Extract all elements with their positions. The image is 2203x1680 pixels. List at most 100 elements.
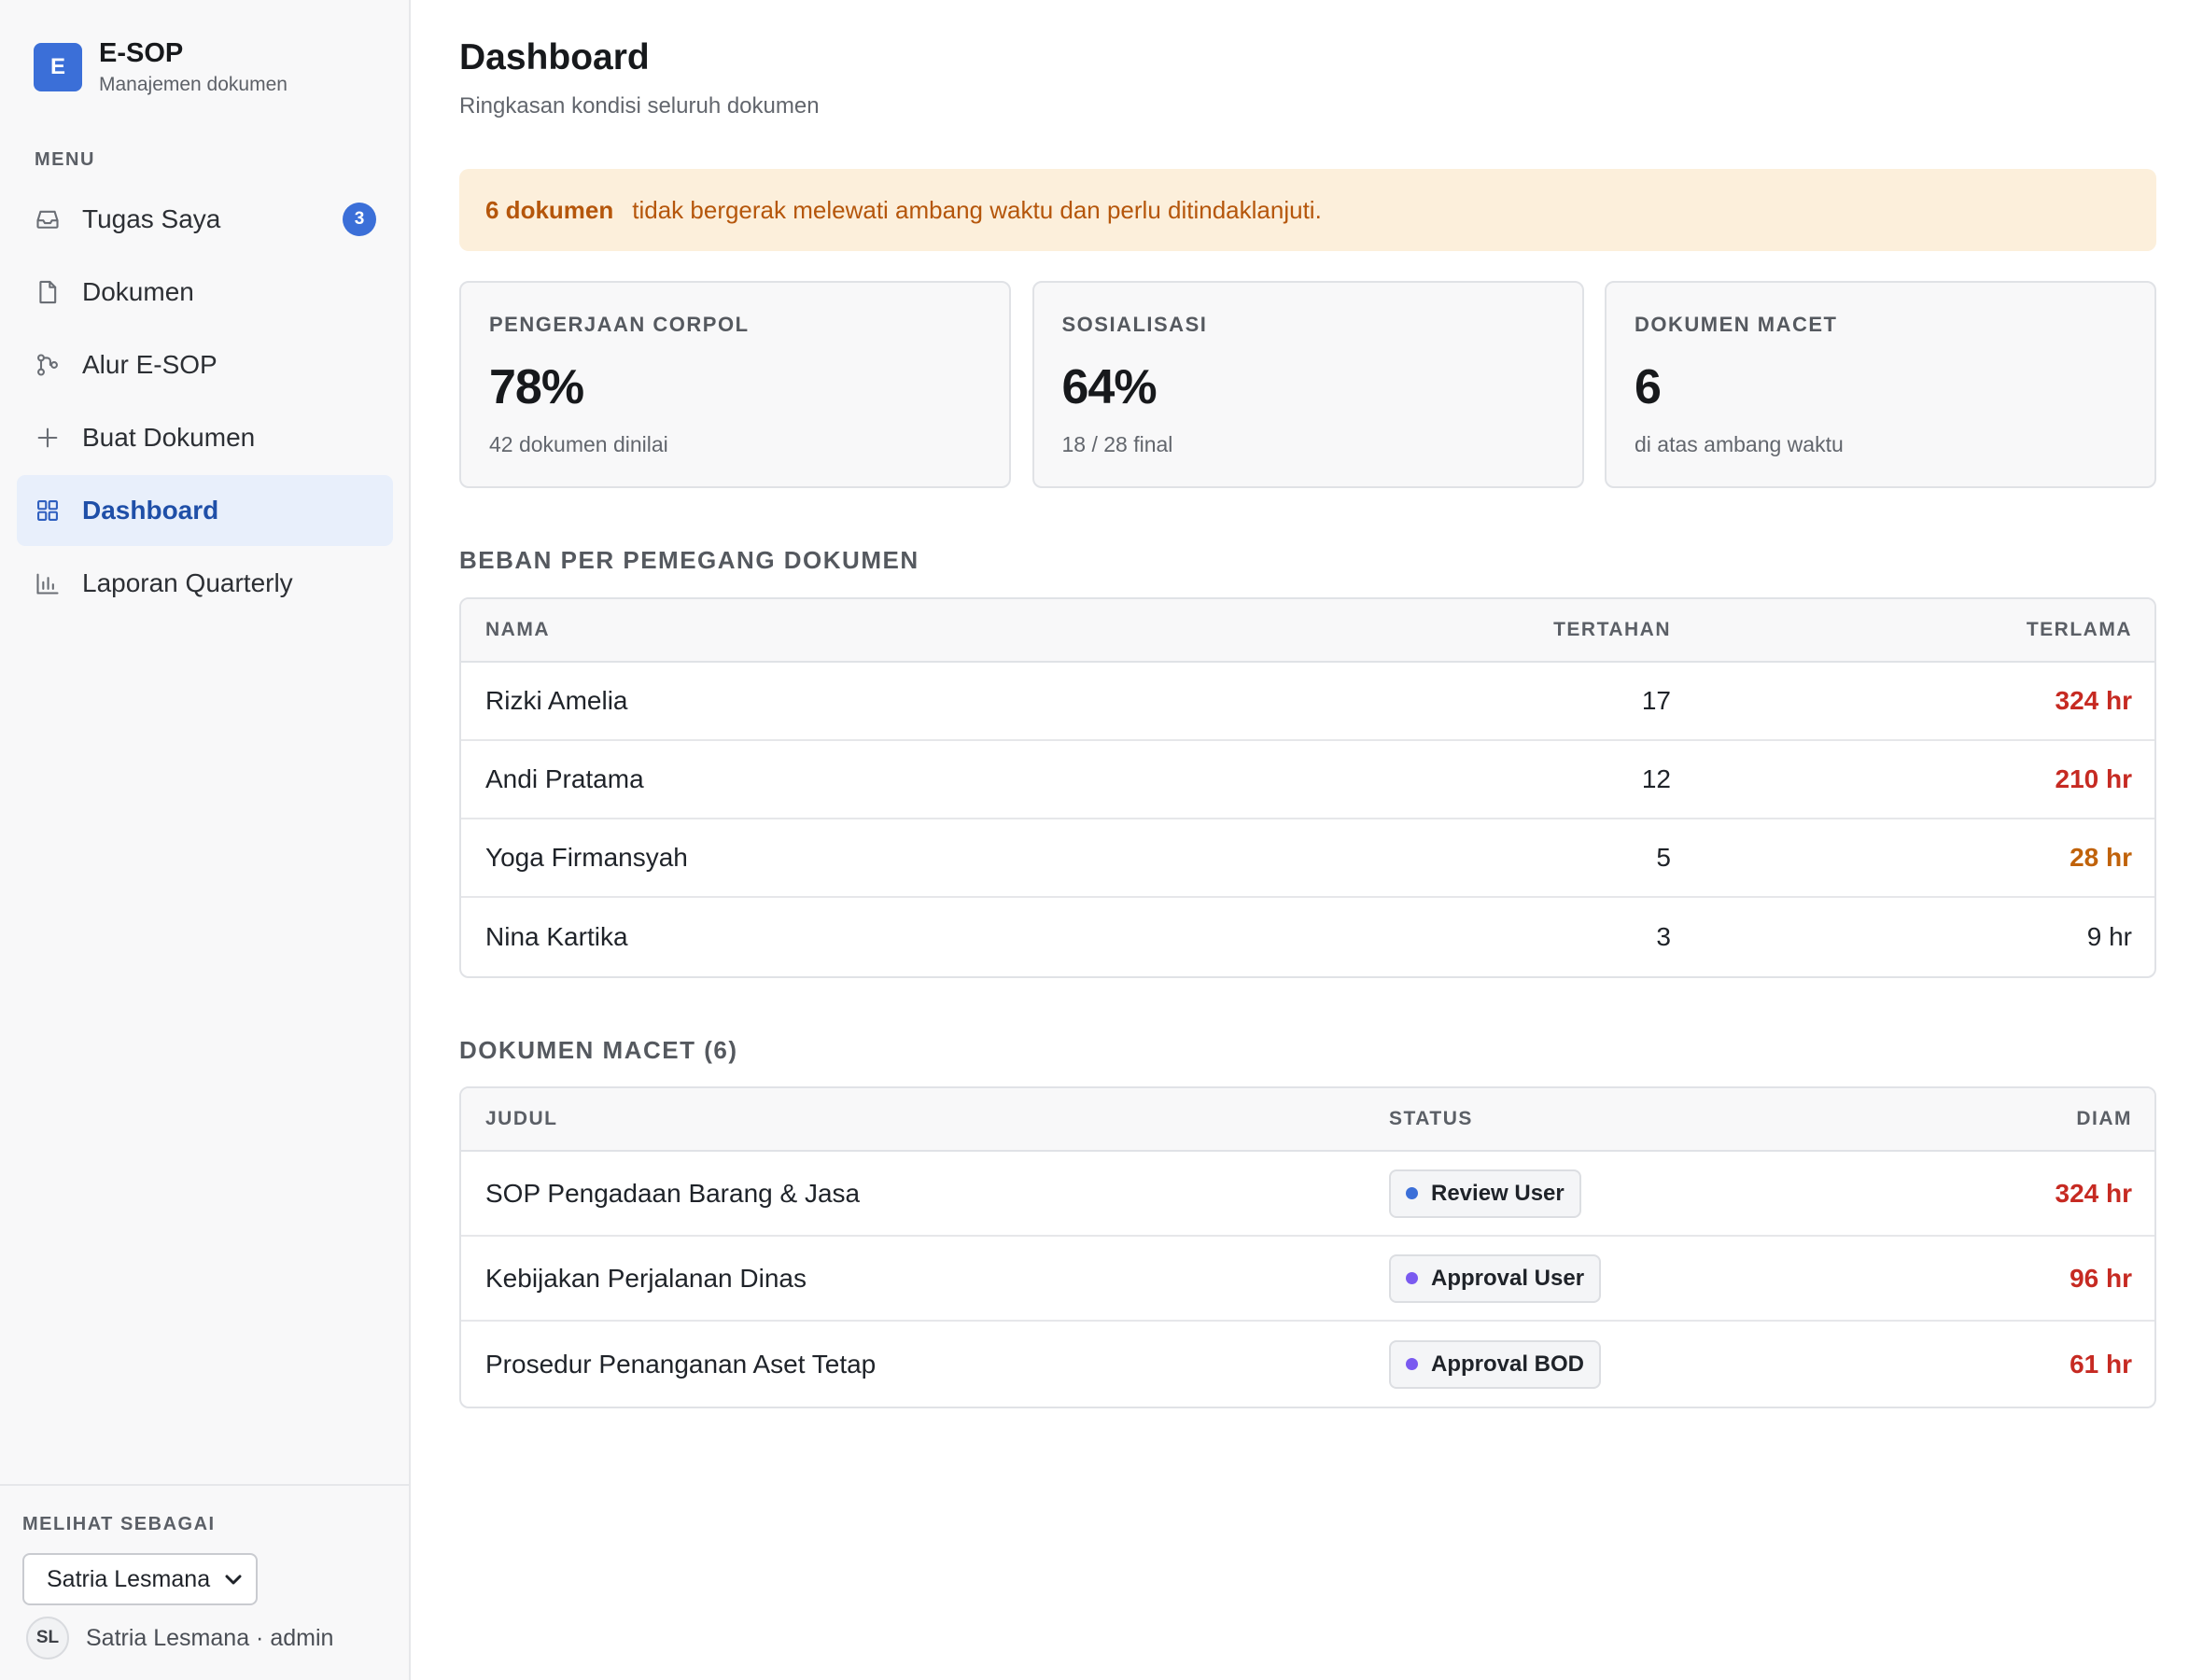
idle-duration: 96 hr <box>2070 1263 2132 1293</box>
card-subtext: 42 dokumen dinilai <box>489 432 668 456</box>
idle-duration: 324 hr <box>2055 1178 2133 1208</box>
table-row[interactable]: Nina Kartika 3 9 hr <box>461 898 2154 976</box>
pending-count: 3 <box>1656 922 1671 951</box>
sidebar-nav: Tugas Saya 3 Dokumen Alur E-SOP Buat <box>17 184 393 621</box>
sidebar-item-label: Dokumen <box>82 277 194 306</box>
alert-count: 6 dokumen <box>485 195 614 224</box>
oldest-duration: 324 hr <box>2055 686 2133 715</box>
card-label: SOSIALISASI <box>1061 313 1208 336</box>
table-row[interactable]: Yoga Firmansyah 5 28 hr <box>461 819 2154 898</box>
card-value: 64% <box>1061 360 1158 414</box>
current-user-label: Satria Lesmana · admin <box>86 1624 334 1651</box>
sidebar-item-alur-esop[interactable]: Alur E-SOP <box>17 329 393 400</box>
status-badge: Review User <box>1389 1169 1581 1218</box>
brand-name: E-SOP <box>99 38 184 68</box>
table-row[interactable]: Andi Pratama 12 210 hr <box>461 741 2154 819</box>
menu-label: MENU <box>35 149 95 170</box>
sidebar-footer: MELIHAT SEBAGAI Satria Lesmana SL Satria… <box>0 1484 409 1680</box>
brand: E E-SOP Manajemen dokumen <box>34 37 288 96</box>
sidebar-item-label: Buat Dokumen <box>82 423 256 452</box>
sidebar-item-tugas-saya[interactable]: Tugas Saya 3 <box>17 184 393 255</box>
holder-name: Yoga Firmansyah <box>485 843 688 872</box>
table-row[interactable]: SOP Pengadaan Barang & Jasa Review User 32… <box>461 1152 2154 1237</box>
sidebar-item-label: Tugas Saya <box>82 204 221 233</box>
status-chip: Review User <box>1389 1169 1581 1218</box>
view-as-select[interactable]: Satria Lesmana <box>22 1553 258 1605</box>
workload-table: NAMA TERTAHAN TERLAMA Rizki Amelia 17 324 … <box>459 597 2156 978</box>
stuck-documents-alert: 6 dokumen tidak bergerak melewati ambang… <box>459 169 2156 251</box>
status-chip: Approval BOD <box>1389 1339 1602 1389</box>
column-header-tertahan: TERTAHAN <box>1553 619 1671 640</box>
alert-message: tidak bergerak melewati ambang waktu dan… <box>632 195 1322 224</box>
status-label: Approval BOD <box>1431 1351 1585 1377</box>
sidebar-item-dashboard[interactable]: Dashboard <box>17 475 393 546</box>
task-count-badge: 3 <box>343 203 376 236</box>
table-row[interactable]: Rizki Amelia 17 324 hr <box>461 663 2154 741</box>
bar-chart-icon <box>34 569 62 597</box>
table-header: NAMA TERTAHAN TERLAMA <box>461 599 2154 663</box>
card-subtext: di atas ambang waktu <box>1635 432 1844 456</box>
sidebar-item-label: Dashboard <box>82 496 219 525</box>
document-title[interactable]: SOP Pengadaan Barang & Jasa <box>485 1178 861 1208</box>
card-pengerjaan-corpol: PENGERJAAN CORPOL 78% 42 dokumen dinilai <box>459 281 1011 488</box>
sidebar-item-label: Laporan Quarterly <box>82 568 293 597</box>
pending-count: 5 <box>1656 843 1671 872</box>
current-user: SL Satria Lesmana · admin <box>26 1617 333 1659</box>
avatar: SL <box>26 1617 69 1659</box>
page-subtitle: Ringkasan kondisi seluruh dokumen <box>459 93 820 119</box>
document-title[interactable]: Kebijakan Perjalanan Dinas <box>485 1263 807 1293</box>
grid-icon <box>34 497 62 525</box>
chevron-down-icon <box>222 1568 245 1590</box>
column-header-status: STATUS <box>1389 1108 1473 1129</box>
sidebar-item-dokumen[interactable]: Dokumen <box>17 257 393 328</box>
table-row[interactable]: Kebijakan Perjalanan Dinas Approval User 9… <box>461 1237 2154 1322</box>
status-badge: Approval BOD <box>1389 1339 1602 1389</box>
document-title[interactable]: Prosedur Penanganan Aset Tetap <box>485 1349 877 1379</box>
column-header-diam: DIAM <box>2076 1108 2132 1129</box>
card-subtext: 18 / 28 final <box>1061 432 1173 456</box>
status-dot-icon <box>1406 1272 1418 1284</box>
status-chip: Approval User <box>1389 1253 1602 1303</box>
inbox-icon <box>34 205 62 233</box>
sidebar-item-laporan-quarterly[interactable]: Laporan Quarterly <box>17 548 393 619</box>
summary-cards: PENGERJAAN CORPOL 78% 42 dokumen dinilai… <box>459 281 2156 488</box>
sidebar-item-label: Alur E-SOP <box>82 350 217 379</box>
brand-logo: E <box>34 42 82 91</box>
oldest-duration: 28 hr <box>2070 843 2132 872</box>
column-header-nama: NAMA <box>485 619 550 640</box>
column-header-judul: JUDUL <box>485 1108 558 1129</box>
workload-table-body: Rizki Amelia 17 324 hr Andi Pratama 12 210 hr… <box>461 663 2154 976</box>
stuck-table-body: SOP Pengadaan Barang & Jasa Review User 32… <box>461 1152 2154 1407</box>
table-row[interactable]: Prosedur Penanganan Aset Tetap Approval B… <box>461 1322 2154 1407</box>
holder-name: Nina Kartika <box>485 922 628 951</box>
oldest-duration: 9 hr <box>2086 922 2132 951</box>
stuck-section-title: DOKUMEN MACET (6) <box>459 1036 738 1064</box>
pending-count: 12 <box>1641 764 1671 793</box>
pending-count: 17 <box>1641 686 1671 715</box>
column-header-terlama: TERLAMA <box>2026 619 2132 640</box>
status-badge: Approval User <box>1389 1253 1602 1303</box>
workflow-icon <box>34 351 62 379</box>
plus-icon <box>34 424 62 452</box>
stuck-documents-table: JUDUL STATUS DIAM SOP Pengadaan Barang &… <box>459 1086 2156 1408</box>
brand-subtitle: Manajemen dokumen <box>99 74 288 95</box>
view-as-label: MELIHAT SEBAGAI <box>22 1514 216 1534</box>
card-label: PENGERJAAN CORPOL <box>489 313 750 336</box>
status-dot-icon <box>1406 1358 1418 1370</box>
card-value: 6 <box>1635 360 1662 414</box>
page-title: Dashboard <box>459 37 650 77</box>
view-as-selected-value: Satria Lesmana <box>47 1565 211 1592</box>
status-label: Review User <box>1431 1180 1565 1206</box>
card-sosialisasi: SOSIALISASI 64% 18 / 28 final <box>1031 281 1584 488</box>
sidebar: E E-SOP Manajemen dokumen MENU Tugas Say… <box>0 0 411 1680</box>
main-content: Dashboard Ringkasan kondisi seluruh doku… <box>411 0 2203 1680</box>
idle-duration: 61 hr <box>2070 1349 2132 1379</box>
sidebar-item-buat-dokumen[interactable]: Buat Dokumen <box>17 402 393 473</box>
table-header: JUDUL STATUS DIAM <box>461 1088 2154 1152</box>
file-icon <box>34 278 62 306</box>
card-dokumen-macet: DOKUMEN MACET 6 di atas ambang waktu <box>1605 281 2156 488</box>
status-dot-icon <box>1406 1187 1418 1199</box>
status-label: Approval User <box>1431 1265 1585 1291</box>
holder-name: Rizki Amelia <box>485 686 628 715</box>
